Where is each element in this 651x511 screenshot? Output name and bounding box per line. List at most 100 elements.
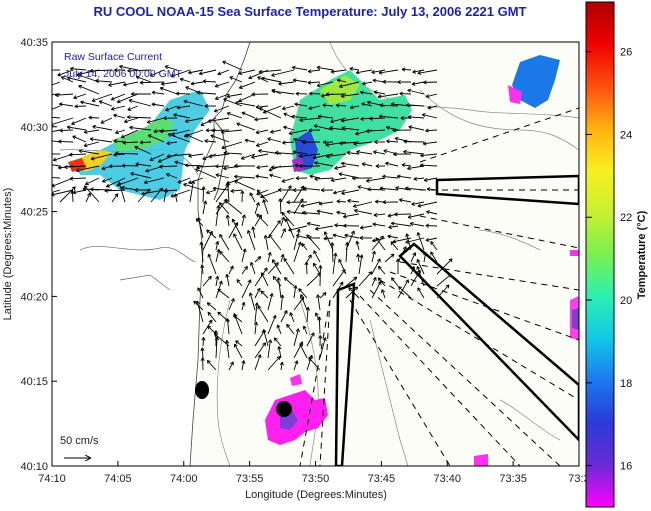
current-vector [207,311,217,323]
current-vector-head [320,265,323,269]
current-vector [215,183,229,203]
current-vector-head [223,98,227,102]
current-vector-head [408,125,413,128]
current-vector [303,325,308,335]
current-vector [215,249,220,263]
current-vector [358,271,373,287]
current-vector [234,176,256,179]
current-vector-head [195,218,198,223]
current-vector-head [258,202,260,206]
current-vector-head [203,200,206,204]
current-vector [249,292,256,311]
current-vector-head [200,264,203,269]
current-vector-head [309,93,313,96]
current-vector-head [392,239,396,243]
current-vector [188,69,204,74]
current-vector-head [430,241,432,246]
current-vector [373,91,386,95]
current-vector-head [173,113,177,115]
current-vector-head [274,152,279,155]
current-vector-head [199,73,203,76]
current-vector-head [269,173,274,176]
current-vector-head [307,82,312,85]
current-vector [200,241,204,263]
current-vector-head [359,237,364,240]
x-tick-label: 73:55 [236,473,264,485]
current-vector-head [259,107,262,112]
current-vector-head [296,228,300,233]
current-vector-head [329,127,333,131]
current-vector [361,163,373,167]
current-vector-head [286,200,290,203]
current-vector-head [204,140,208,144]
current-vector [353,141,373,145]
current-vector-head [405,187,409,191]
current-vector [306,254,312,263]
sst-patch-central [290,70,412,175]
current-vector-head [298,228,301,233]
current-vector-head [201,337,204,341]
current-vector [397,279,409,299]
current-vector-head [399,91,404,94]
current-vector [177,177,191,184]
current-vector-head [399,93,403,96]
current-vector [173,114,191,119]
current-vector [116,177,139,187]
current-vector-head [243,302,246,306]
current-vector [284,277,295,287]
current-vector [215,336,218,359]
current-vector-head [336,200,340,204]
current-vector-head [403,151,407,154]
current-vector-head [226,94,230,98]
current-vector-head [116,182,120,186]
current-vector-head [307,71,312,74]
current-vector-head [291,66,296,70]
current-vector-head [260,290,265,293]
current-vector-head [262,199,264,204]
current-vector-head [202,357,205,361]
current-vector-head [206,190,210,194]
current-vector [52,117,74,125]
current-vector-head [279,361,283,366]
current-vector [341,189,360,195]
current-vector [67,126,87,131]
current-vector [293,328,299,347]
current-vector-head [257,256,261,258]
current-vector [317,294,321,311]
current-vector-head [238,98,242,102]
current-vector-head [170,73,174,77]
current-vector [267,262,279,275]
x-tick-label: 74:05 [104,473,132,485]
current-vector [195,168,217,179]
current-vector [426,211,438,215]
current-vector-head [39,112,41,115]
current-vector-head [274,262,279,265]
current-vector-head [208,253,212,257]
current-vector [151,91,165,95]
current-vector-head [317,316,320,321]
current-vector-head [215,275,219,280]
colorbar-tick-label: 26 [620,47,632,59]
current-vector [241,214,245,227]
current-vector-head [377,266,380,270]
current-vector-head [367,188,371,192]
current-vector-head [308,357,310,362]
current-vector-head [263,112,267,114]
current-vector-head [203,186,206,190]
current-vector [85,192,91,203]
current-vector [229,76,243,83]
current-vector [420,153,438,157]
current-vector [88,117,100,119]
current-vector-head [269,252,272,256]
current-vector-head [83,145,88,148]
current-vector [202,80,217,83]
current-vector-head [249,292,253,296]
current-vector [140,81,165,84]
current-vector-head [315,228,319,231]
current-vector-head [270,339,273,344]
current-vector [159,165,178,168]
current-vector [318,316,321,335]
current-vector [176,93,191,95]
current-vector [214,333,230,347]
